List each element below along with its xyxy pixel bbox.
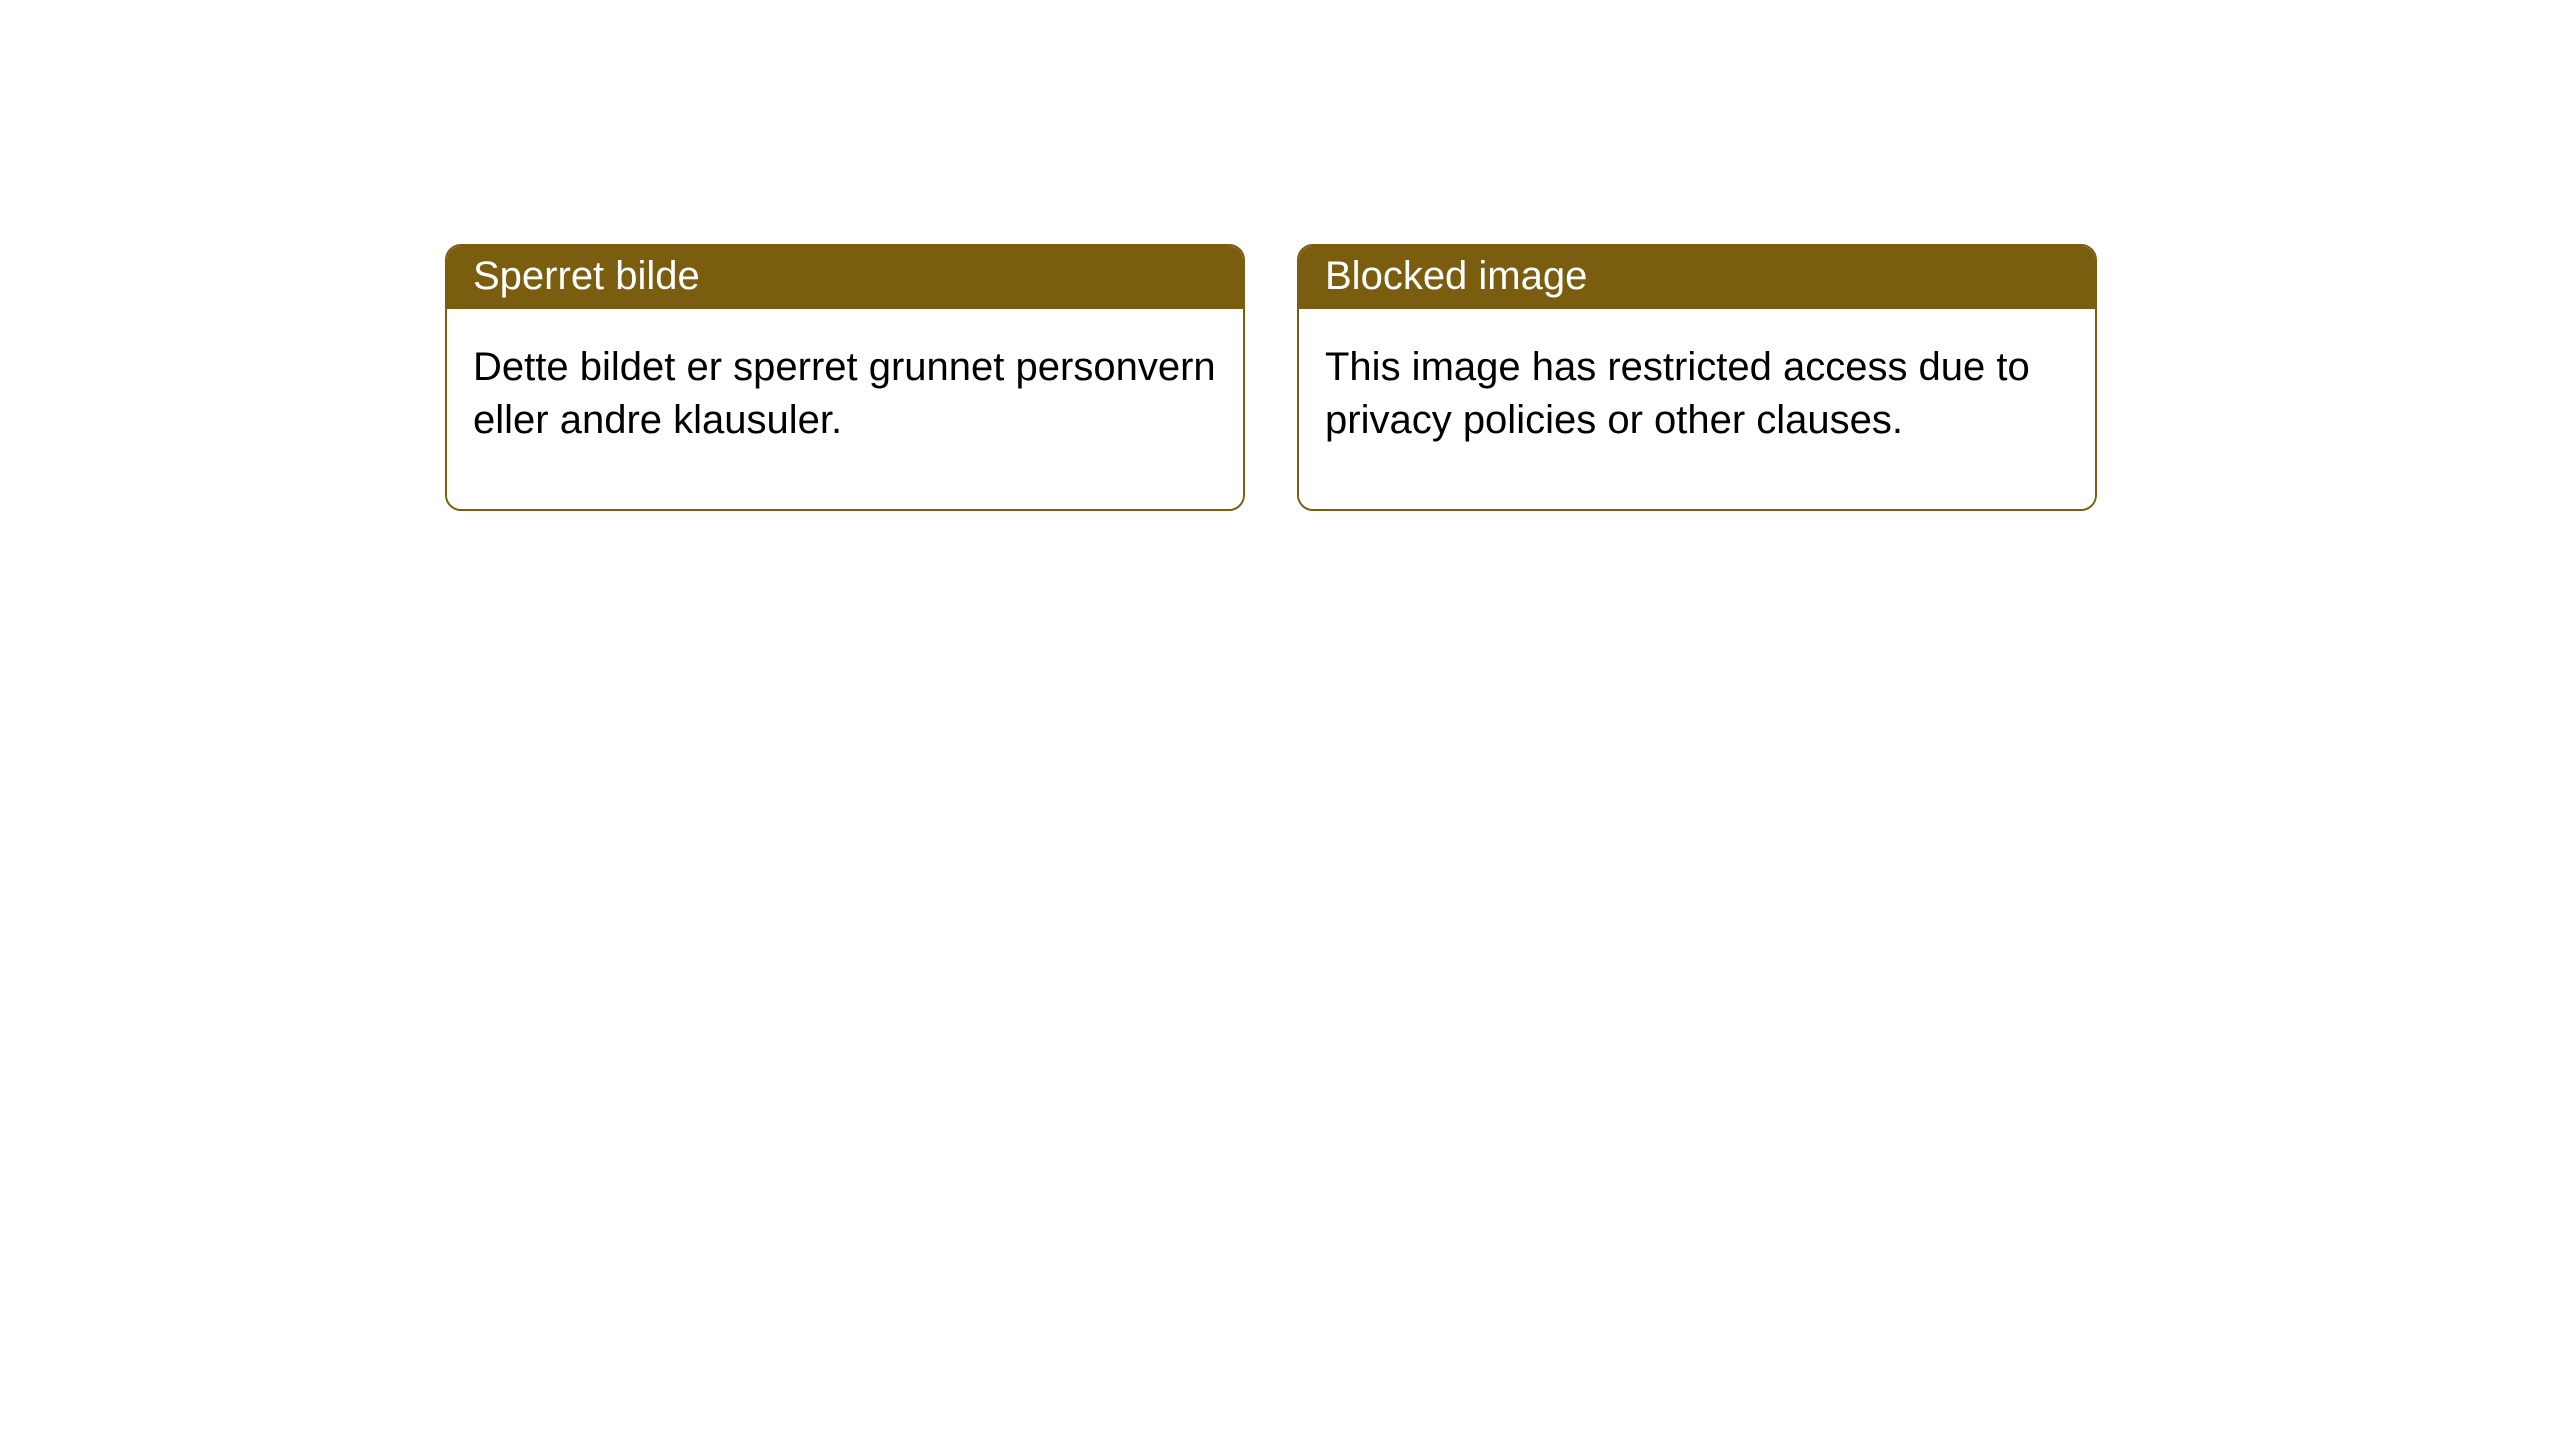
card-row: Sperret bilde Dette bildet er sperret gr… [0, 0, 2560, 511]
blocked-image-card-en: Blocked image This image has restricted … [1297, 244, 2097, 511]
card-body: Dette bildet er sperret grunnet personve… [447, 309, 1243, 509]
card-title: Sperret bilde [447, 246, 1243, 309]
card-title: Blocked image [1299, 246, 2095, 309]
blocked-image-card-no: Sperret bilde Dette bildet er sperret gr… [445, 244, 1245, 511]
card-body: This image has restricted access due to … [1299, 309, 2095, 509]
